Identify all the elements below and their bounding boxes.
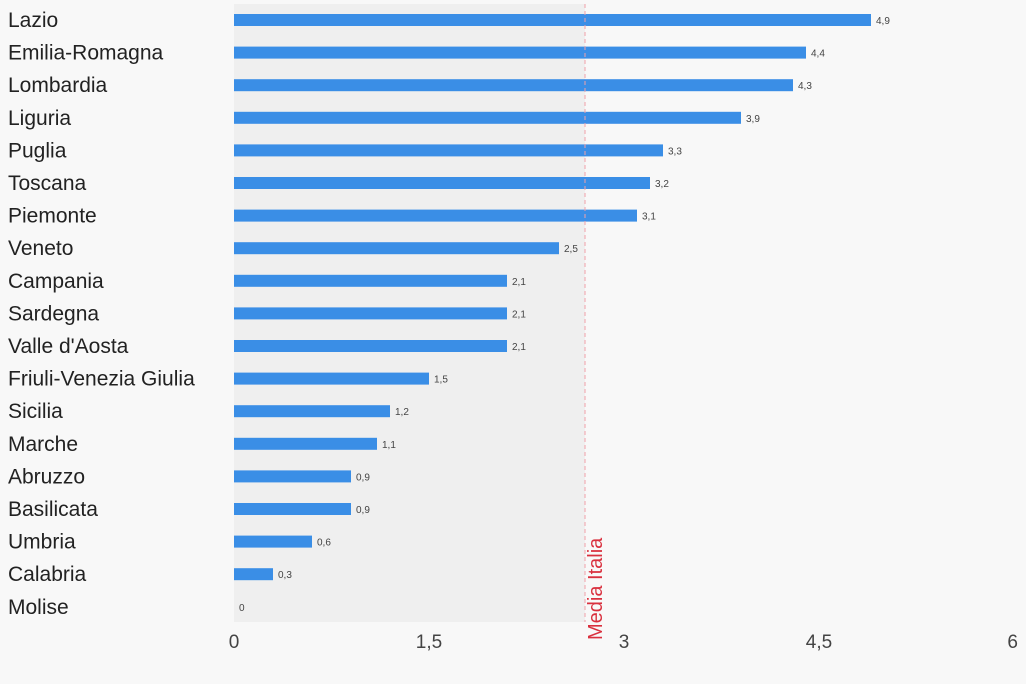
x-tick-label: 3 — [619, 632, 630, 653]
value-label: 3,3 — [668, 146, 682, 157]
bar — [234, 372, 429, 385]
bar — [234, 209, 637, 222]
category-label: Liguria — [8, 107, 71, 130]
category-label: Umbria — [8, 531, 76, 554]
x-tick-label: 4,5 — [806, 632, 832, 653]
bars-group — [234, 14, 871, 581]
value-label: 1,1 — [382, 440, 396, 451]
category-labels-group: Lazio Emilia-Romagna Lombardia Liguria Pugli… — [8, 9, 195, 619]
value-label: 3,9 — [746, 114, 760, 125]
value-label: 2,5 — [564, 244, 578, 255]
x-tick-label: 6 — [1007, 632, 1018, 653]
value-label: 0,6 — [317, 538, 331, 549]
value-label: 1,5 — [434, 375, 448, 386]
bar — [234, 177, 650, 189]
category-label: Lombardia — [8, 74, 108, 97]
bar — [234, 340, 507, 352]
category-label: Puglia — [8, 139, 67, 162]
bar — [234, 470, 351, 483]
bar — [234, 14, 871, 26]
bar — [234, 274, 507, 287]
value-label: 2,1 — [512, 342, 526, 353]
bar — [234, 503, 351, 515]
category-label: Campania — [8, 270, 104, 293]
bar — [234, 46, 806, 59]
x-tick-label: 1,5 — [416, 632, 442, 653]
category-label: Sardegna — [8, 302, 99, 325]
value-label: 0,9 — [356, 472, 370, 483]
bar — [234, 405, 390, 418]
value-label: 2,1 — [512, 277, 526, 288]
category-label: Emilia-Romagna — [8, 42, 164, 65]
category-label: Molise — [8, 596, 69, 619]
reference-line-label: Media Italia — [585, 537, 607, 640]
bar — [234, 111, 741, 124]
value-label: 3,2 — [655, 179, 669, 190]
value-label: 0 — [239, 603, 245, 614]
category-label: Lazio — [8, 9, 58, 32]
x-axis-tick-labels-group: 0 1,5 3 4,5 6 — [229, 632, 1018, 653]
value-label: 1,2 — [395, 407, 409, 418]
reference-line-group: Media Italia — [584, 4, 607, 640]
bar — [234, 307, 507, 320]
bar — [234, 144, 663, 157]
x-tick-label: 0 — [229, 632, 240, 653]
value-label: 0,3 — [278, 570, 292, 581]
category-label: Toscana — [8, 172, 87, 195]
bar — [234, 79, 793, 92]
category-label: Friuli-Venezia Giulia — [8, 368, 195, 391]
value-label: 0,9 — [356, 505, 370, 516]
value-label: 3,1 — [642, 212, 656, 223]
category-label: Abruzzo — [8, 465, 85, 488]
value-label: 4,4 — [811, 49, 825, 60]
category-label: Valle d'Aosta — [8, 335, 129, 358]
category-label: Piemonte — [8, 205, 97, 228]
value-labels-group: 4,9 4,4 4,3 3,9 3,3 3,2 3,1 2,5 2,1 2,1 2,1 1,5 1,2 1… — [239, 16, 890, 614]
bar — [234, 535, 312, 548]
category-label: Sicilia — [8, 400, 63, 423]
bar — [234, 568, 273, 581]
category-label: Calabria — [8, 563, 87, 586]
value-label: 2,1 — [512, 309, 526, 320]
category-label: Veneto — [8, 237, 73, 260]
category-label: Marche — [8, 433, 78, 456]
value-label: 4,3 — [798, 81, 812, 92]
bar — [234, 437, 377, 450]
category-label: Basilicata — [8, 498, 98, 521]
value-label: 4,9 — [876, 16, 890, 27]
bar — [234, 242, 559, 255]
